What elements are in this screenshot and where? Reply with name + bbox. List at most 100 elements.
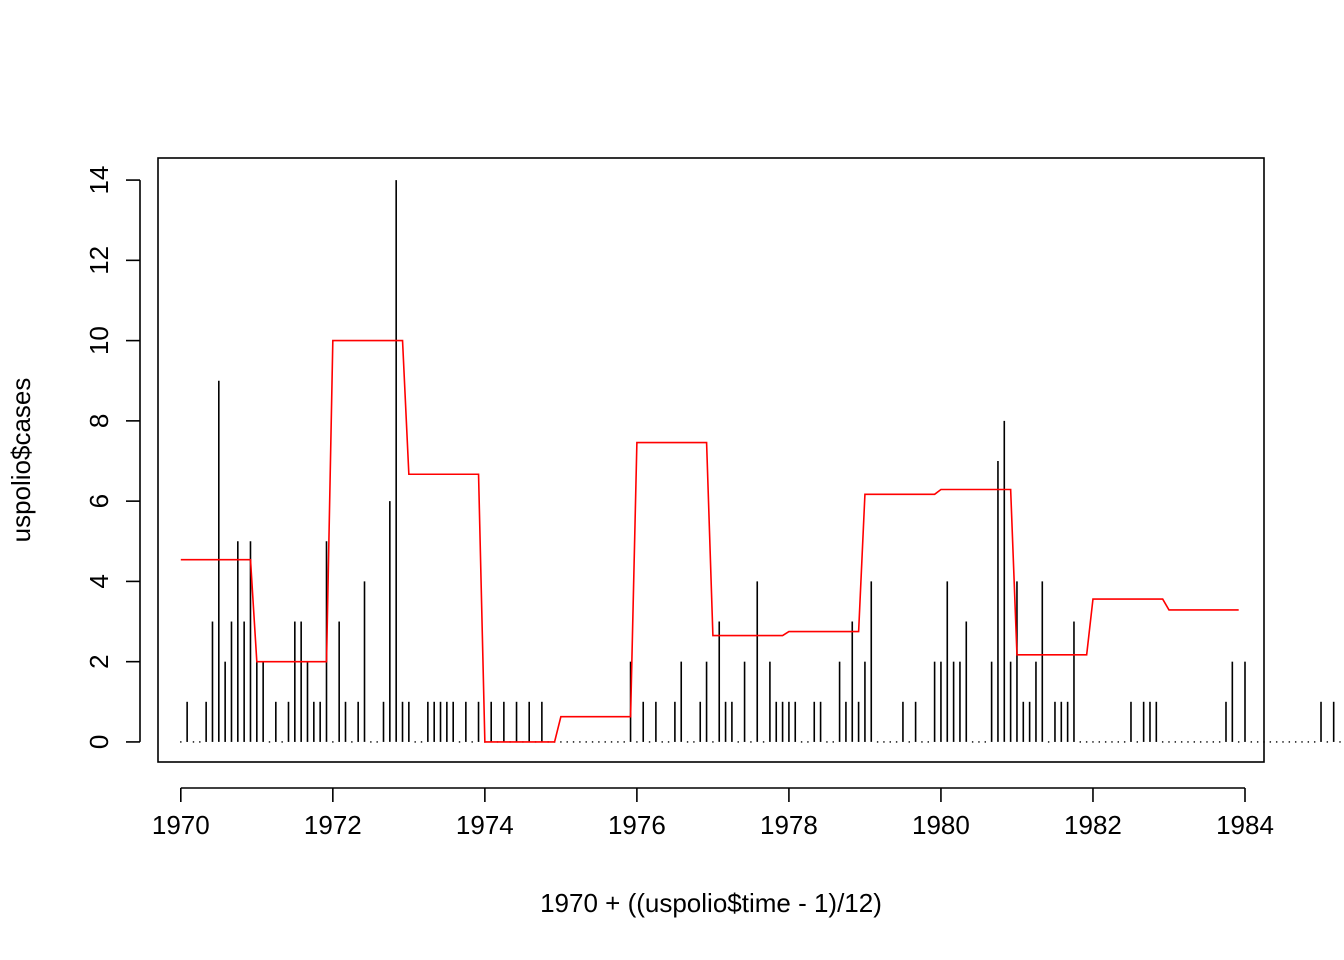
zero-point	[579, 741, 581, 743]
y-tick-label: 14	[84, 166, 114, 195]
zero-point	[1326, 741, 1329, 743]
zero-point	[560, 741, 562, 743]
zero-point	[667, 741, 670, 743]
zero-point	[1123, 741, 1126, 743]
zero-point	[617, 741, 619, 743]
zero-point	[712, 741, 714, 743]
x-axis: 1970 1972 1974 1976 1978 1980 1982 1984	[152, 787, 1274, 840]
zero-point	[566, 741, 568, 743]
spike-series	[186, 180, 1335, 742]
zero-point	[1301, 741, 1303, 743]
zero-point	[572, 741, 575, 743]
zero-point	[376, 741, 378, 743]
zero-point	[591, 741, 594, 743]
zero-point	[471, 741, 473, 743]
zero-point	[971, 741, 974, 743]
step-line-series	[180, 339, 1239, 743]
zero-point	[420, 741, 423, 743]
x-tick-label: 1972	[304, 810, 362, 840]
y-tick-label: 8	[84, 414, 114, 428]
zero-point	[192, 741, 195, 743]
zero-point	[908, 741, 910, 743]
zero-point	[1275, 741, 1278, 743]
zero-point	[598, 741, 600, 743]
zero-point	[1098, 741, 1101, 743]
zero-point	[268, 741, 271, 743]
y-tick-label: 12	[84, 246, 114, 275]
x-tick-label: 1984	[1216, 810, 1274, 840]
zero-point	[1212, 741, 1215, 743]
zero-point	[895, 741, 898, 743]
zero-point	[610, 741, 613, 743]
zero-point	[1180, 741, 1183, 743]
zero-point	[1288, 741, 1291, 743]
zero-point	[1085, 741, 1088, 743]
zero-point	[1187, 741, 1189, 743]
zero-point	[889, 741, 891, 743]
zero-point	[1256, 741, 1259, 743]
zero-point	[1218, 741, 1221, 743]
zero-point	[1174, 741, 1177, 743]
zero-point	[414, 741, 416, 743]
zero-point	[693, 741, 695, 743]
zero-point	[281, 741, 283, 743]
x-axis-title: 1970 + ((uspolio$time - 1)/12)	[540, 888, 882, 918]
zero-point	[199, 741, 201, 743]
x-tick-label: 1974	[456, 810, 514, 840]
zero-point	[1161, 741, 1164, 743]
zero-point	[876, 741, 879, 743]
zero-point	[1269, 741, 1272, 743]
zero-point	[927, 741, 929, 743]
zero-point	[1250, 741, 1253, 743]
zero-point	[883, 741, 885, 743]
y-tick-label: 0	[84, 735, 114, 749]
zero-point	[604, 741, 606, 743]
zero-point	[1339, 741, 1341, 743]
zero-point	[1168, 741, 1170, 743]
zero-point	[800, 741, 803, 743]
zero-point	[1104, 741, 1107, 743]
zero-point	[351, 741, 353, 743]
x-tick-label: 1982	[1064, 810, 1122, 840]
zero-dots	[180, 741, 1341, 743]
y-axis-title: uspolio$cases	[6, 378, 36, 543]
zero-point	[636, 741, 638, 743]
zero-point	[750, 741, 752, 743]
zero-point	[370, 741, 372, 743]
zero-point	[1079, 741, 1082, 743]
y-tick-label: 10	[84, 326, 114, 355]
zero-point	[332, 741, 334, 743]
x-tick-label: 1976	[608, 810, 666, 840]
zero-point	[585, 741, 587, 743]
zero-point	[1092, 741, 1094, 743]
zero-point	[1307, 741, 1310, 743]
y-tick-label: 4	[84, 574, 114, 588]
zero-point	[661, 741, 663, 743]
zero-point	[1111, 741, 1113, 743]
zero-point	[737, 741, 739, 743]
x-tick-label: 1970	[152, 810, 210, 840]
zero-point	[826, 741, 828, 743]
zero-point	[458, 741, 461, 743]
y-tick-label: 2	[84, 654, 114, 668]
zero-point	[984, 741, 986, 743]
zero-point	[1117, 741, 1120, 743]
zero-point	[623, 741, 625, 743]
y-axis: 0 2 4 6 8 10 12 14	[84, 166, 141, 749]
zero-point	[921, 741, 923, 743]
zero-point	[1199, 741, 1202, 743]
zero-point	[1263, 741, 1265, 743]
zero-point	[1193, 741, 1196, 743]
x-tick-label: 1978	[760, 810, 818, 840]
zero-point	[1313, 741, 1316, 743]
zero-point	[180, 741, 182, 743]
zero-point	[1136, 741, 1139, 743]
zero-point	[1294, 741, 1297, 743]
x-tick-label: 1980	[912, 810, 970, 840]
y-tick-label: 6	[84, 494, 114, 508]
plot-frame	[157, 157, 1265, 763]
zero-point	[1206, 741, 1208, 743]
zero-point	[648, 741, 651, 743]
zero-point	[686, 741, 689, 743]
